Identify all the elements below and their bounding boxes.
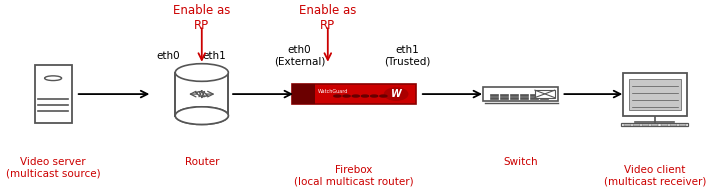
Text: W: W xyxy=(391,89,401,99)
FancyBboxPatch shape xyxy=(633,124,640,125)
Text: Enable as
RP: Enable as RP xyxy=(299,4,357,32)
FancyBboxPatch shape xyxy=(490,94,498,96)
Circle shape xyxy=(380,95,387,97)
FancyBboxPatch shape xyxy=(535,90,555,98)
FancyBboxPatch shape xyxy=(292,84,416,104)
Circle shape xyxy=(371,95,378,97)
Text: WatchGuard: WatchGuard xyxy=(318,89,348,94)
FancyBboxPatch shape xyxy=(510,97,518,99)
Text: eth1: eth1 xyxy=(202,51,227,61)
Ellipse shape xyxy=(384,87,409,101)
FancyBboxPatch shape xyxy=(670,124,677,125)
FancyBboxPatch shape xyxy=(483,87,558,102)
FancyBboxPatch shape xyxy=(679,124,686,125)
FancyBboxPatch shape xyxy=(500,94,508,96)
FancyBboxPatch shape xyxy=(623,73,687,116)
FancyBboxPatch shape xyxy=(520,94,528,96)
Ellipse shape xyxy=(175,64,228,81)
FancyBboxPatch shape xyxy=(651,124,658,125)
Ellipse shape xyxy=(175,107,228,124)
FancyBboxPatch shape xyxy=(624,124,631,125)
FancyBboxPatch shape xyxy=(661,124,668,125)
Text: eth0
(External): eth0 (External) xyxy=(274,45,325,67)
FancyBboxPatch shape xyxy=(651,125,658,126)
Text: Firebox
(local multicast router): Firebox (local multicast router) xyxy=(295,165,413,186)
Text: Video server
(multicast source): Video server (multicast source) xyxy=(6,157,101,178)
FancyBboxPatch shape xyxy=(679,125,686,126)
FancyBboxPatch shape xyxy=(520,97,528,99)
FancyBboxPatch shape xyxy=(621,123,688,126)
FancyBboxPatch shape xyxy=(670,125,677,126)
FancyBboxPatch shape xyxy=(530,97,538,99)
Text: Video client
(multicast receiver): Video client (multicast receiver) xyxy=(604,165,706,186)
Circle shape xyxy=(362,95,369,97)
FancyBboxPatch shape xyxy=(530,94,538,96)
FancyBboxPatch shape xyxy=(633,125,640,126)
Text: Switch: Switch xyxy=(503,157,537,167)
FancyBboxPatch shape xyxy=(35,65,72,123)
Text: Enable as
RP: Enable as RP xyxy=(173,4,231,32)
FancyBboxPatch shape xyxy=(661,125,668,126)
FancyBboxPatch shape xyxy=(642,125,649,126)
FancyBboxPatch shape xyxy=(176,73,228,116)
FancyBboxPatch shape xyxy=(500,97,508,99)
FancyBboxPatch shape xyxy=(629,79,681,110)
FancyBboxPatch shape xyxy=(510,94,518,96)
Text: eth0: eth0 xyxy=(156,51,180,61)
Text: Router: Router xyxy=(185,157,219,167)
FancyBboxPatch shape xyxy=(540,94,547,96)
Text: eth1
(Trusted): eth1 (Trusted) xyxy=(384,45,430,67)
Circle shape xyxy=(334,95,341,97)
FancyBboxPatch shape xyxy=(624,125,631,126)
Circle shape xyxy=(343,95,350,97)
Circle shape xyxy=(353,95,360,97)
FancyBboxPatch shape xyxy=(642,124,649,125)
FancyBboxPatch shape xyxy=(292,84,314,104)
FancyBboxPatch shape xyxy=(490,97,498,99)
Ellipse shape xyxy=(175,107,228,124)
FancyBboxPatch shape xyxy=(540,97,547,99)
